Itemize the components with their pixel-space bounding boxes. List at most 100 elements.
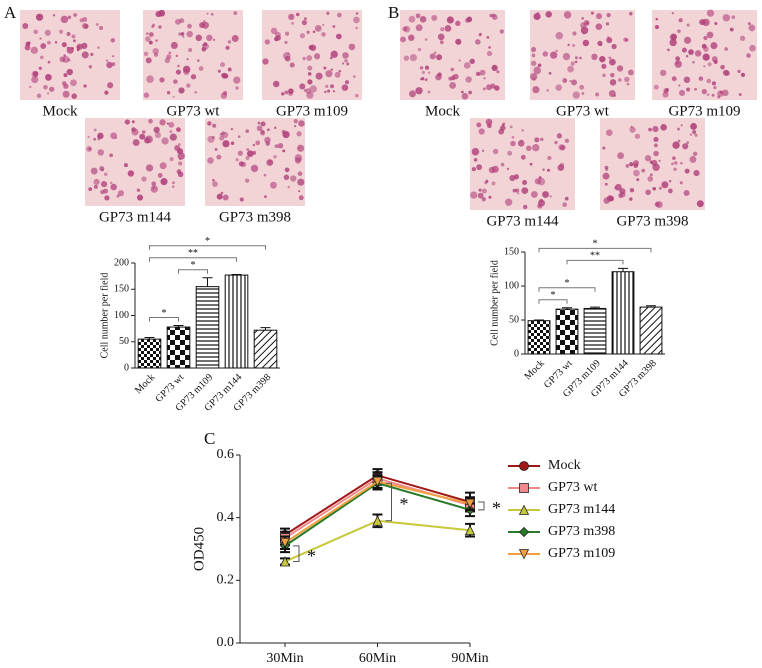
cell xyxy=(198,66,204,71)
error-bar xyxy=(562,307,572,310)
cell xyxy=(306,55,313,61)
cell xyxy=(671,33,677,40)
cell xyxy=(82,23,88,29)
cell xyxy=(692,151,698,157)
legend-label: GP73 m144 xyxy=(548,502,615,517)
cell xyxy=(488,195,492,199)
cell xyxy=(580,26,589,35)
cell xyxy=(492,148,499,155)
cell xyxy=(169,157,174,162)
cell xyxy=(233,11,238,16)
cell xyxy=(702,53,710,61)
cell xyxy=(486,36,490,39)
cell xyxy=(187,23,192,29)
cell xyxy=(408,15,416,23)
cell xyxy=(537,199,546,207)
cell xyxy=(701,88,707,95)
cell xyxy=(499,29,504,34)
cell xyxy=(747,22,751,26)
error-bar xyxy=(173,324,184,328)
cell xyxy=(478,33,482,37)
cell xyxy=(31,76,39,84)
cell xyxy=(110,38,116,43)
y-tick-label: 100 xyxy=(114,310,129,321)
legend-label: GP73 m109 xyxy=(548,546,615,561)
cell xyxy=(595,23,603,30)
cell xyxy=(491,181,496,186)
cell xyxy=(101,168,104,172)
cell xyxy=(47,40,51,45)
cell xyxy=(507,150,513,156)
cell xyxy=(100,189,105,195)
cell xyxy=(116,194,120,198)
cell xyxy=(145,57,152,64)
cell xyxy=(523,204,528,210)
cell xyxy=(100,181,108,188)
caption: GP73 m398 xyxy=(616,213,688,229)
cell xyxy=(180,32,185,36)
cell xyxy=(402,26,408,32)
cell xyxy=(195,34,203,42)
cell xyxy=(295,12,300,17)
cell xyxy=(436,54,443,61)
micrograph xyxy=(20,10,120,100)
significance-bracket xyxy=(566,259,624,265)
cell xyxy=(109,153,113,158)
micrograph xyxy=(530,10,635,100)
cell xyxy=(282,130,290,139)
data-point xyxy=(279,556,291,567)
cell xyxy=(689,156,697,163)
cell xyxy=(748,24,756,32)
cell xyxy=(581,91,585,95)
cell xyxy=(608,56,612,60)
cell xyxy=(29,85,32,89)
cell xyxy=(451,75,455,79)
cell xyxy=(227,40,232,44)
caption: GP73 m398 xyxy=(219,209,291,225)
cell xyxy=(692,130,697,134)
error-bar xyxy=(202,277,213,287)
cell xyxy=(563,11,572,19)
cell xyxy=(288,91,293,96)
cell xyxy=(348,43,356,51)
cell xyxy=(653,84,659,90)
significance-label: * xyxy=(593,239,598,250)
cell xyxy=(521,187,529,194)
cell xyxy=(746,53,751,58)
cell xyxy=(178,87,185,94)
cell xyxy=(590,11,594,15)
cell xyxy=(533,12,541,21)
cell xyxy=(722,69,730,76)
cell xyxy=(283,174,290,181)
cell xyxy=(424,38,428,41)
cell xyxy=(47,60,51,64)
caption: GP73 m109 xyxy=(668,103,740,119)
cell xyxy=(342,62,345,65)
significance-label: * xyxy=(205,236,210,247)
cell xyxy=(239,197,244,202)
cell xyxy=(284,40,288,44)
cell xyxy=(585,21,589,25)
cell xyxy=(313,53,321,60)
cell xyxy=(293,119,298,124)
cell xyxy=(579,56,582,60)
data-point xyxy=(464,498,476,509)
cell xyxy=(444,24,452,32)
cell xyxy=(305,88,312,94)
micrograph-bg xyxy=(143,10,243,100)
cell xyxy=(299,83,306,90)
cell xyxy=(297,171,303,177)
cell xyxy=(148,40,153,45)
cell xyxy=(678,89,686,97)
cell xyxy=(190,74,197,80)
cell xyxy=(235,86,239,90)
cell xyxy=(325,70,333,78)
cell xyxy=(250,164,259,173)
significance-bracket xyxy=(293,545,300,563)
cell xyxy=(532,86,540,94)
cell xyxy=(39,37,42,40)
cell xyxy=(654,24,660,30)
cell xyxy=(672,141,680,149)
x-tick-label: Mock xyxy=(133,372,157,396)
bar xyxy=(555,308,579,355)
